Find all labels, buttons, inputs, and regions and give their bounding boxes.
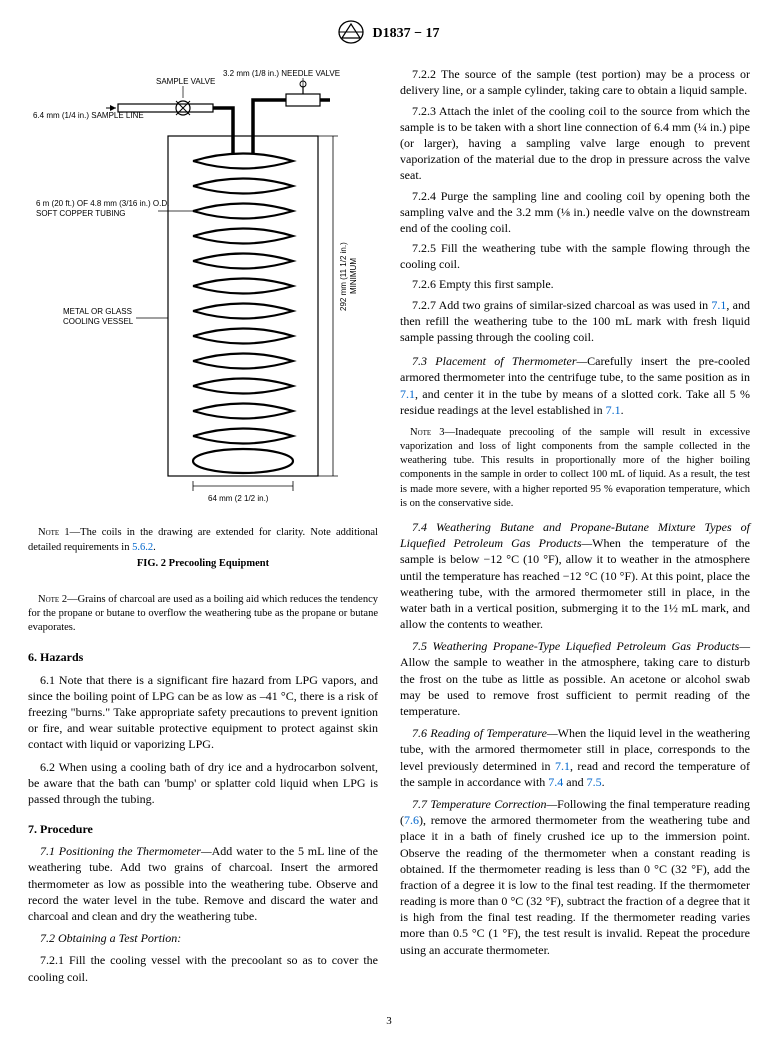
note1-ref: 5.6.2 (132, 542, 153, 553)
svg-text:MINIMUM: MINIMUM (349, 258, 358, 294)
svg-text:SOFT COPPER TUBING: SOFT COPPER TUBING (36, 209, 126, 218)
section-7-heading: 7. Procedure (28, 821, 378, 837)
para-7-2-1: 7.2.1 Fill the cooling vessel with the p… (28, 952, 378, 984)
para-7-7-head: 7.7 Temperature Correction— (412, 797, 557, 811)
page-number: 3 (386, 1014, 392, 1029)
para-7-2-2: 7.2.2 The source of the sample (test por… (400, 66, 750, 98)
para-7-2: 7.2 Obtaining a Test Portion: (28, 930, 378, 946)
svg-text:292 mm (11 1/2 in.): 292 mm (11 1/2 in.) (339, 242, 348, 311)
para-7-5-head: 7.5 Weathering Propane-Type Liquefied Pe… (412, 639, 750, 653)
para-7-1: 7.1 Positioning the Thermometer—Add wate… (28, 843, 378, 924)
para-76-c: and (563, 775, 586, 789)
para-7-2-3: 7.2.3 Attach the inlet of the cooling co… (400, 103, 750, 184)
para-727-a: 7.2.7 Add two grains of similar-sized ch… (412, 298, 711, 312)
para-6-1: 6.1 Note that there is a significant fir… (28, 672, 378, 753)
figure-note-1: Note 1—The coils in the drawing are exte… (28, 526, 378, 554)
para-7-6: 7.6 Reading of Temperature—When the liqu… (400, 725, 750, 790)
svg-text:SAMPLE VALVE: SAMPLE VALVE (156, 77, 215, 86)
para-76-ref1: 7.1 (555, 759, 570, 773)
para-7-2-head: 7.2 Obtaining a Test Portion: (40, 931, 181, 945)
astm-logo-icon (338, 20, 364, 48)
para-7-6-head: 7.6 Reading of Temperature— (412, 726, 558, 740)
note-2: Note 2—Grains of charcoal are used as a … (28, 593, 378, 636)
svg-text:6.4 mm (1/4 in.) SAMPLE LINE: 6.4 mm (1/4 in.) SAMPLE LINE (33, 111, 144, 120)
para-7-3-head: 7.3 Placement of Thermometer— (412, 354, 587, 368)
para-73-c: . (621, 403, 624, 417)
svg-text:64 mm (2 1/2 in.): 64 mm (2 1/2 in.) (208, 494, 269, 503)
para-7-2-5: 7.2.5 Fill the weathering tube with the … (400, 240, 750, 272)
para-7-3: 7.3 Placement of Thermometer—Carefully i… (400, 353, 750, 418)
para-7-5-body: Allow the sample to weather in the atmos… (400, 655, 750, 718)
svg-text:3.2 mm (1/8 in.) NEEDLE VALVE: 3.2 mm (1/8 in.) NEEDLE VALVE (223, 69, 340, 78)
svg-text:COOLING VESSEL: COOLING VESSEL (63, 317, 134, 326)
right-column: 7.2.2 The source of the sample (test por… (400, 66, 750, 989)
note2-text: Grains of charcoal are used as a boiling… (28, 594, 378, 633)
para-7-5: 7.5 Weathering Propane-Type Liquefied Pe… (400, 638, 750, 719)
para-73-ref1: 7.1 (400, 387, 415, 401)
note3-text: Inadequate precooling of the sample will… (400, 427, 750, 509)
para-76-ref3: 7.5 (587, 775, 602, 789)
section-6-heading: 6. Hazards (28, 649, 378, 665)
note2-label: Note 2— (38, 594, 78, 605)
para-76-ref2: 7.4 (548, 775, 563, 789)
para-6-2: 6.2 When using a cooling bath of dry ice… (28, 759, 378, 808)
doc-id: D1837 − 17 (372, 25, 439, 44)
svg-text:6 m (20 ft.) OF 4.8 mm (3/16 i: 6 m (20 ft.) OF 4.8 mm (3/16 in.) O.D. (36, 199, 169, 208)
para-7-2-6: 7.2.6 Empty this first sample. (400, 276, 750, 292)
figure-caption: FIG. 2 Precooling Equipment (28, 557, 378, 571)
note3-label: Note 3— (410, 427, 455, 438)
precooling-equipment-figure: SAMPLE VALVE 6.4 mm (1/4 in.) SAMPLE LIN… (28, 66, 378, 516)
para-7-7: 7.7 Temperature Correction—Following the… (400, 796, 750, 958)
para-73-b: , and center it in the tube by means of … (400, 387, 750, 417)
para-7-4-body: When the temperature of the sample is be… (400, 536, 750, 631)
para-7-2-4: 7.2.4 Purge the sampling line and coolin… (400, 188, 750, 237)
content-columns: SAMPLE VALVE 6.4 mm (1/4 in.) SAMPLE LIN… (28, 66, 750, 989)
svg-text:METAL OR GLASS: METAL OR GLASS (63, 307, 132, 316)
para-7-1-head: 7.1 Positioning the Thermometer— (40, 844, 212, 858)
para-727-ref: 7.1 (711, 298, 726, 312)
left-column: SAMPLE VALVE 6.4 mm (1/4 in.) SAMPLE LIN… (28, 66, 378, 989)
para-77-ref: 7.6 (404, 813, 419, 827)
para-77-b: ), remove the armored thermometer from t… (400, 813, 750, 957)
page-header: D1837 − 17 (28, 20, 750, 48)
para-76-d: . (602, 775, 605, 789)
note1-text: The coils in the drawing are extended fo… (28, 527, 378, 552)
para-73-ref2: 7.1 (606, 403, 621, 417)
para-7-4: 7.4 Weathering Butane and Propane-Butane… (400, 519, 750, 632)
para-7-2-7: 7.2.7 Add two grains of similar-sized ch… (400, 297, 750, 346)
note1-label: Note 1— (38, 527, 80, 538)
note-3: Note 3—Inadequate precooling of the samp… (400, 426, 750, 511)
